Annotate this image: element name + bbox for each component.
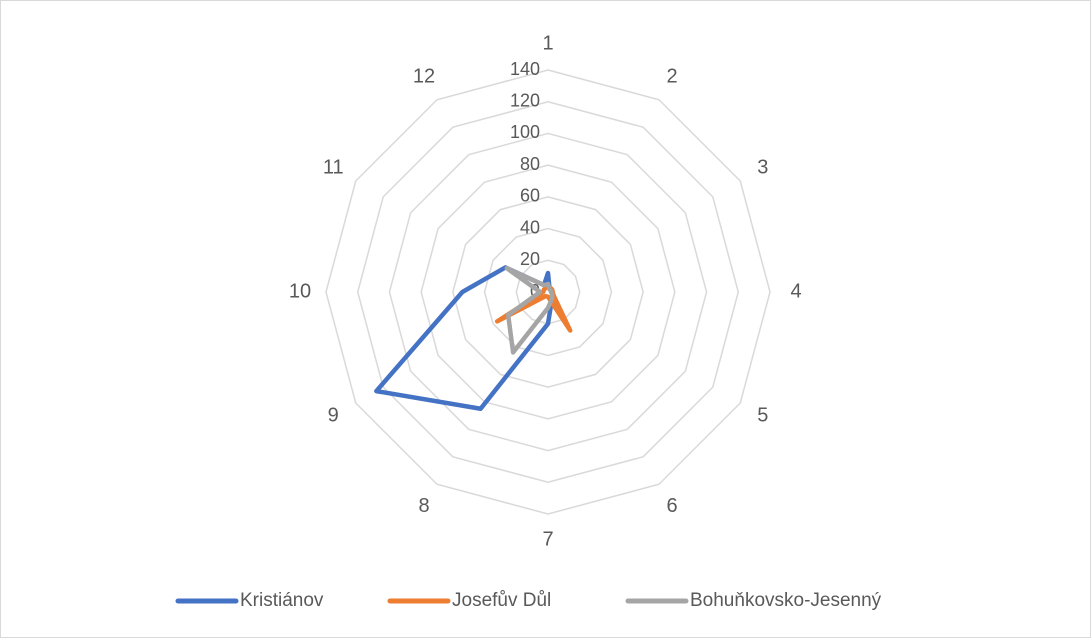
r-tick-label: 100 <box>510 122 540 142</box>
category-label: 11 <box>323 156 344 178</box>
category-label: 10 <box>289 280 311 302</box>
legend-label: Josefův Důl <box>452 590 551 611</box>
series-line <box>504 265 555 355</box>
grid-ring <box>483 227 613 357</box>
category-label: 9 <box>328 404 339 426</box>
grid-ring <box>356 100 740 484</box>
legend-label: Bohuňkovsko-Jesenný <box>690 590 882 611</box>
category-label: 5 <box>757 404 768 426</box>
grid-ring <box>420 164 676 420</box>
grid-ring <box>452 196 644 388</box>
category-label: 6 <box>666 495 677 517</box>
category-label: 3 <box>757 156 768 178</box>
category-label: 4 <box>790 280 801 302</box>
grid-ring <box>388 132 708 452</box>
category-label: 1 <box>542 32 553 54</box>
r-tick-label: 20 <box>520 249 540 269</box>
category-label: 7 <box>542 528 553 550</box>
r-tick-label: 40 <box>520 217 540 237</box>
category-label: 8 <box>418 495 429 517</box>
r-tick-label: 60 <box>520 186 540 206</box>
category-label: 2 <box>666 66 677 88</box>
r-tick-label: 140 <box>510 59 540 79</box>
category-label: 12 <box>413 66 435 88</box>
r-tick-label: 120 <box>510 90 540 110</box>
r-tick-label: 80 <box>520 154 540 174</box>
legend-label: Kristiánov <box>240 590 324 611</box>
grid-ring <box>325 69 771 515</box>
